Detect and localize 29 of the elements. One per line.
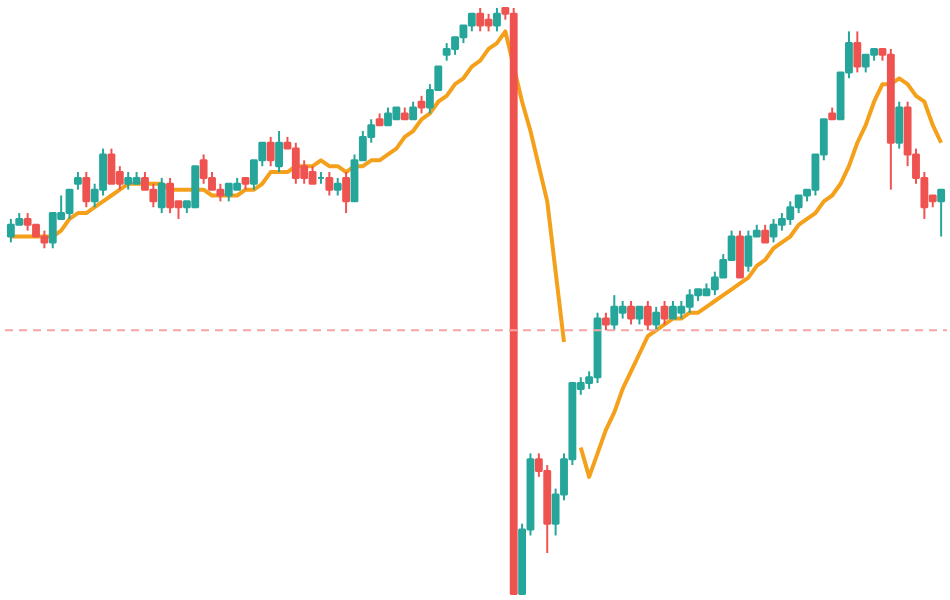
candlestick: [107, 147, 116, 185]
candlestick: [275, 130, 283, 174]
candlestick: [48, 212, 57, 250]
candlestick: [853, 30, 862, 74]
candlestick: [685, 288, 694, 314]
candlestick: [325, 171, 334, 197]
candlestick: [493, 6, 501, 33]
candlestick: [652, 305, 661, 332]
candlestick: [895, 100, 904, 150]
candlestick: [736, 229, 744, 279]
candlestick: [643, 300, 652, 332]
candlestick: [660, 300, 669, 326]
candlestick: [937, 188, 946, 238]
candlestick: [82, 171, 91, 209]
candlestick: [166, 176, 175, 215]
candlestick: [342, 171, 351, 215]
candlestick: [157, 176, 166, 215]
candlestick: [627, 300, 635, 326]
candlestick: [199, 153, 208, 185]
candlestick: [476, 6, 485, 33]
candlestick: [266, 135, 275, 168]
candlestick: [769, 217, 778, 244]
candlestick: [610, 294, 619, 332]
candlestick: [786, 200, 795, 226]
candlestick: [191, 165, 200, 209]
candlestick: [744, 229, 753, 273]
candlestick: [149, 182, 158, 209]
candlestick: [6, 217, 15, 244]
candlestick: [291, 141, 300, 185]
